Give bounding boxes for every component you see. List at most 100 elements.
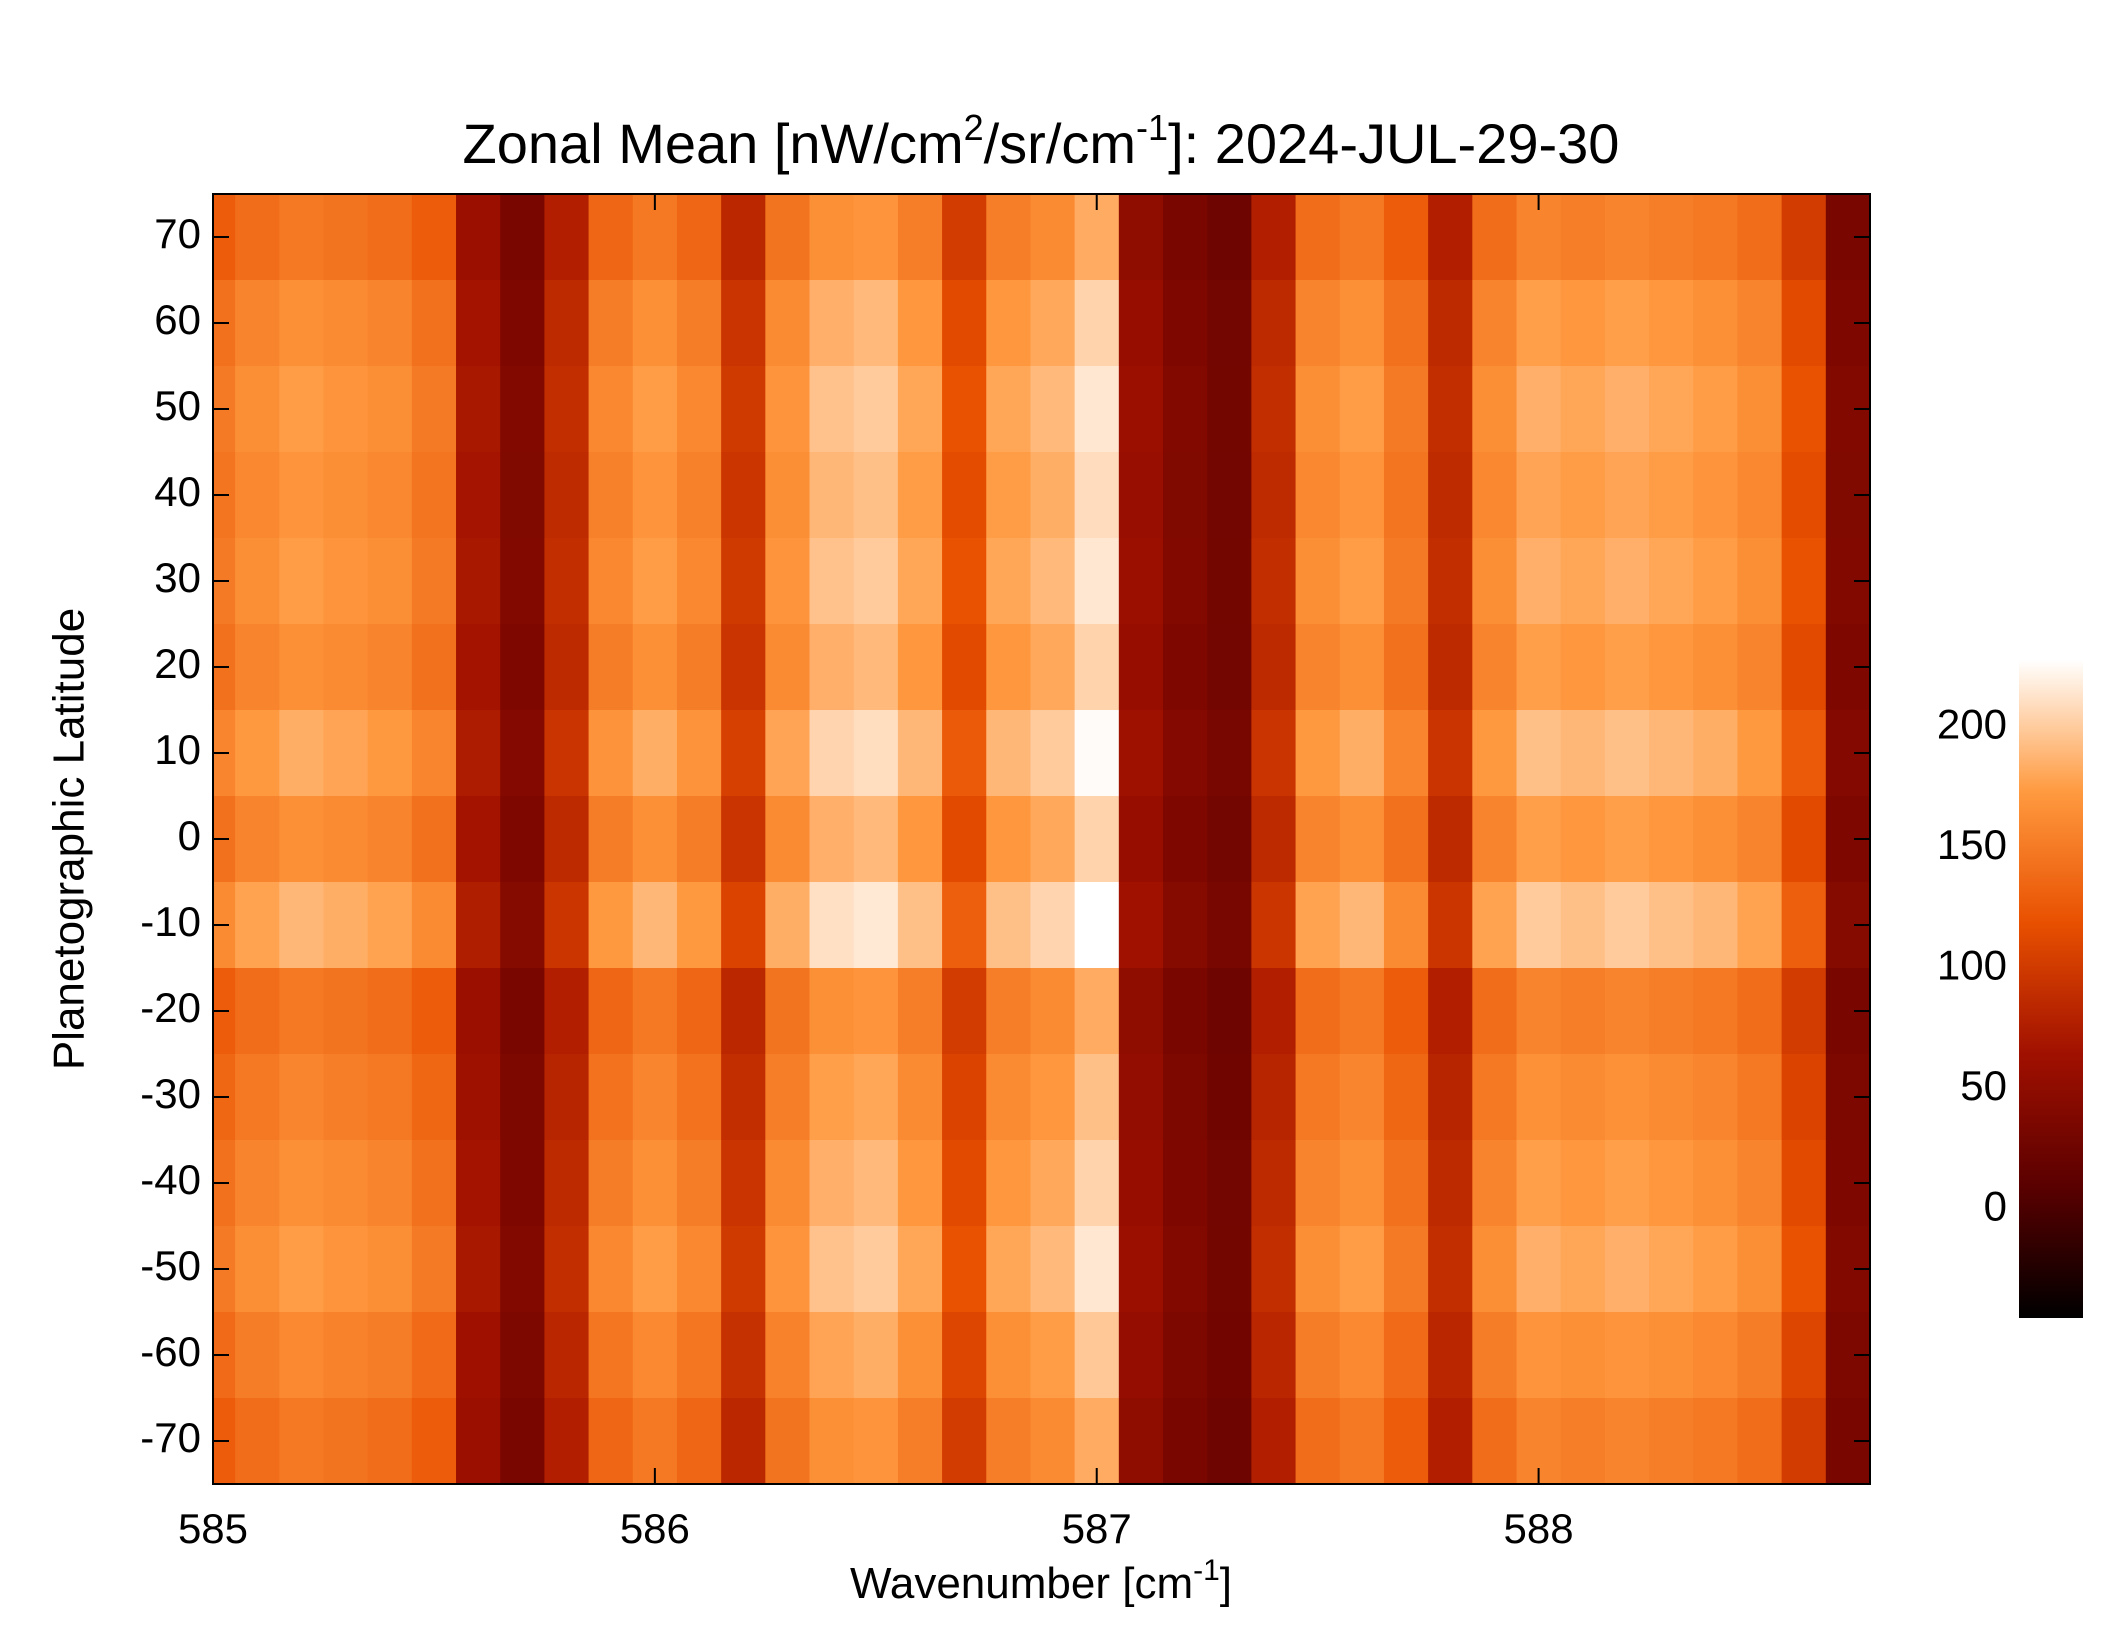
heatmap-cell (411, 452, 457, 539)
heatmap-cell (1428, 968, 1473, 1055)
heatmap-cell (1295, 710, 1341, 797)
heatmap-cell (676, 1054, 722, 1141)
heatmap-cell (1737, 280, 1783, 367)
heatmap-cell (544, 280, 590, 367)
heatmap-cell (500, 968, 545, 1055)
heatmap-cell (986, 710, 1032, 797)
heatmap-cell (1118, 1312, 1164, 1399)
heatmap-cell (500, 796, 545, 883)
heatmap-cell (1604, 538, 1650, 625)
heatmap-cell (676, 366, 722, 453)
heatmap-cell (1649, 1226, 1694, 1313)
chart-title: Zonal Mean [nW/cm2/sr/cm-1]: 2024-JUL-29… (463, 107, 1620, 175)
heatmap-cell (588, 1226, 634, 1313)
heatmap-cell (588, 280, 634, 367)
heatmap-cell (1472, 1140, 1518, 1227)
heatmap-cell (1693, 452, 1739, 539)
heatmap-cell (1604, 1226, 1650, 1313)
heatmap-cell (1163, 280, 1208, 367)
heatmap-cell (765, 366, 811, 453)
heatmap-cell (500, 1312, 545, 1399)
heatmap-cell (1295, 1398, 1341, 1484)
heatmap-cell (500, 366, 545, 453)
heatmap-cell (1737, 968, 1783, 1055)
heatmap-cell (411, 538, 457, 625)
heatmap-cell (367, 366, 413, 453)
heatmap-cell (1118, 1398, 1164, 1484)
heatmap-cell (853, 1398, 899, 1484)
heatmap-cell (1693, 1312, 1739, 1399)
heatmap-cell (809, 538, 855, 625)
heatmap-cell (1074, 710, 1120, 797)
heatmap-cell (1339, 452, 1385, 539)
heatmap-cell (986, 194, 1032, 281)
heatmap-cell (765, 1054, 811, 1141)
heatmap-cell (897, 194, 943, 281)
heatmap-cell (1383, 1398, 1429, 1484)
heatmap-cell (323, 710, 369, 797)
heatmap-cell (1649, 968, 1694, 1055)
heatmap-cell (809, 624, 855, 711)
heatmap-cell (1781, 194, 1827, 281)
heatmap-cell (1604, 968, 1650, 1055)
heatmap-cell (323, 1398, 369, 1484)
heatmap-cell (1560, 1054, 1606, 1141)
heatmap-cell (588, 194, 634, 281)
heatmap-cell (1472, 1312, 1518, 1399)
heatmap-cell (1118, 1140, 1164, 1227)
heatmap-cell (1118, 366, 1164, 453)
heatmap-cell (323, 1226, 369, 1313)
heatmap-cell (1472, 280, 1518, 367)
heatmap-cell (809, 366, 855, 453)
heatmap-cell (942, 1398, 987, 1484)
y-tick-label: -50 (140, 1242, 201, 1289)
heatmap-cell (1383, 882, 1429, 969)
heatmap-cell (721, 1140, 766, 1227)
heatmap-cell (1295, 624, 1341, 711)
heatmap-cell (1163, 1140, 1208, 1227)
heatmap-cell (1163, 624, 1208, 711)
heatmap-cell (1118, 796, 1164, 883)
heatmap-cell (721, 796, 766, 883)
heatmap-cell (632, 1312, 678, 1399)
heatmap-cell (1295, 194, 1341, 281)
heatmap-cell (1251, 624, 1297, 711)
heatmap-cell (544, 1226, 590, 1313)
heatmap-cell (1781, 1054, 1827, 1141)
heatmap-cell (1649, 624, 1694, 711)
colorbar-tick-label: 100 (1937, 942, 2007, 989)
heatmap-cell (1295, 538, 1341, 625)
heatmap-cell (721, 968, 766, 1055)
heatmap-cell (1118, 710, 1164, 797)
heatmap-cell (1163, 538, 1208, 625)
heatmap-cell (676, 1312, 722, 1399)
heatmap-cell (1428, 1312, 1473, 1399)
heatmap-cell (456, 1054, 501, 1141)
heatmap-cell (632, 968, 678, 1055)
colorbar (2019, 660, 2083, 1318)
heatmap-cell (1339, 366, 1385, 453)
heatmap-cell (1516, 796, 1562, 883)
heatmap-cell (1781, 1226, 1827, 1313)
heatmap-cell (1207, 1054, 1252, 1141)
heatmap-cell (1428, 366, 1473, 453)
heatmap-cell (942, 710, 987, 797)
colorbar-tick-label: 150 (1937, 821, 2007, 868)
heatmap-cell (1295, 968, 1341, 1055)
heatmap-cell (456, 710, 501, 797)
heatmap-cell (765, 1226, 811, 1313)
heatmap-cell (765, 538, 811, 625)
heatmap-cell (632, 280, 678, 367)
heatmap-cell (1649, 1398, 1694, 1484)
heatmap-cell (1428, 1226, 1473, 1313)
heatmap-cell (853, 796, 899, 883)
heatmap-cell (1251, 968, 1297, 1055)
heatmap-cell (456, 796, 501, 883)
heatmap-cell (235, 882, 280, 969)
heatmap-cell (632, 624, 678, 711)
heatmap-cell (765, 452, 811, 539)
heatmap-cell (1251, 194, 1297, 281)
colorbar-tick-label: 200 (1937, 701, 2007, 748)
heatmap-cell (544, 194, 590, 281)
